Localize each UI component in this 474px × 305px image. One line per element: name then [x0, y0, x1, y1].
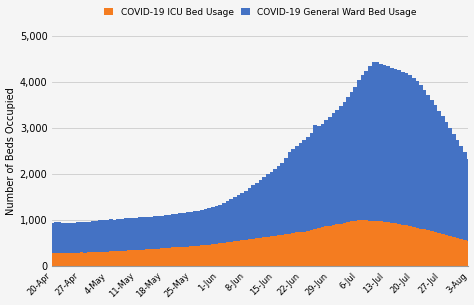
Legend: COVID-19 ICU Bed Usage, COVID-19 General Ward Bed Usage: COVID-19 ICU Bed Usage, COVID-19 General…: [102, 6, 419, 19]
Y-axis label: Number of Beds Occupied: Number of Beds Occupied: [6, 88, 16, 215]
